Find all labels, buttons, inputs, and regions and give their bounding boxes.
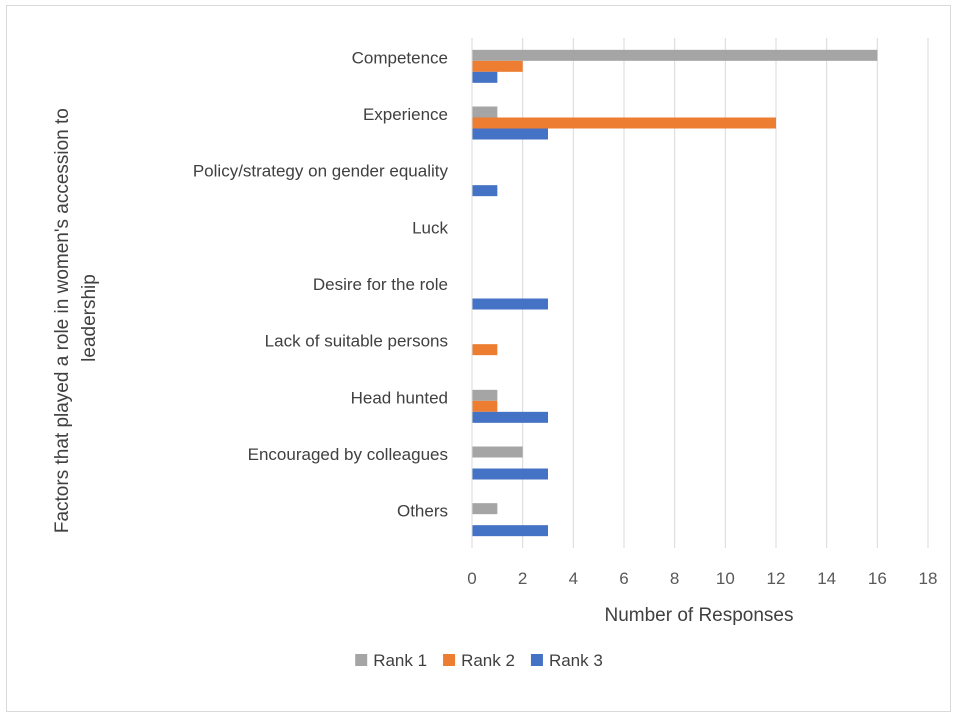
legend-swatch (443, 654, 456, 666)
category-labels: Competence Experience Policy/strategy on g… (193, 48, 449, 520)
category-label: Head hunted (351, 388, 448, 407)
bars (472, 49, 878, 537)
x-tick-label: 6 (619, 569, 628, 588)
bar-rank-3 (472, 298, 548, 310)
legend-swatch (530, 654, 543, 666)
x-tick-label: 2 (518, 569, 527, 588)
y-axis-title: Factors that played a role in women's ac… (52, 103, 100, 533)
bar-rank-2 (472, 60, 523, 72)
bar-rank-3 (472, 185, 498, 197)
bar-rank-3 (472, 525, 548, 537)
category-label: Encouraged by colleagues (248, 445, 448, 464)
category-label: Policy/strategy on gender equality (193, 162, 449, 181)
y-axis-title-line-1: Factors that played a role in women's ac… (52, 108, 73, 533)
category-label: Competence (352, 48, 448, 67)
bar-rank-1 (472, 106, 498, 118)
legend-label: Rank 3 (549, 651, 603, 670)
bar-rank-2 (472, 400, 498, 412)
bar-rank-2 (472, 117, 776, 129)
bar-rank-1 (472, 446, 523, 458)
bar-rank-3 (472, 71, 498, 83)
bar-rank-1 (472, 389, 498, 401)
bar-rank-3 (472, 128, 548, 140)
x-tick-label: 18 (919, 569, 938, 588)
legend-label: Rank 1 (373, 651, 427, 670)
bar-rank-1 (472, 49, 878, 61)
bar-rank-3 (472, 468, 548, 480)
category-label: Experience (363, 105, 448, 124)
bar-rank-1 (472, 503, 498, 515)
x-axis-title: Number of Responses (604, 605, 793, 626)
x-tick-label: 14 (817, 569, 836, 588)
category-label: Lack of suitable persons (265, 332, 448, 351)
legend-label: Rank 2 (461, 651, 515, 670)
bar-rank-2 (472, 344, 498, 356)
x-tick-labels: 0 2 4 6 8 10 12 14 16 18 (467, 569, 937, 588)
x-tick-label: 16 (868, 569, 887, 588)
y-axis-title-line-2: leadership (79, 274, 100, 362)
x-tick-label: 4 (569, 569, 578, 588)
x-tick-label: 0 (467, 569, 476, 588)
legend: Rank 1 Rank 2 Rank 3 (355, 651, 603, 670)
bar-rank-3 (472, 411, 548, 423)
x-tick-label: 10 (716, 569, 735, 588)
gridlines (522, 38, 929, 548)
x-tick-label: 8 (670, 569, 679, 588)
category-label: Others (397, 502, 448, 521)
x-tick-label: 12 (767, 569, 786, 588)
category-label: Luck (412, 218, 448, 237)
legend-swatch (355, 654, 368, 666)
category-label: Desire for the role (313, 275, 448, 294)
